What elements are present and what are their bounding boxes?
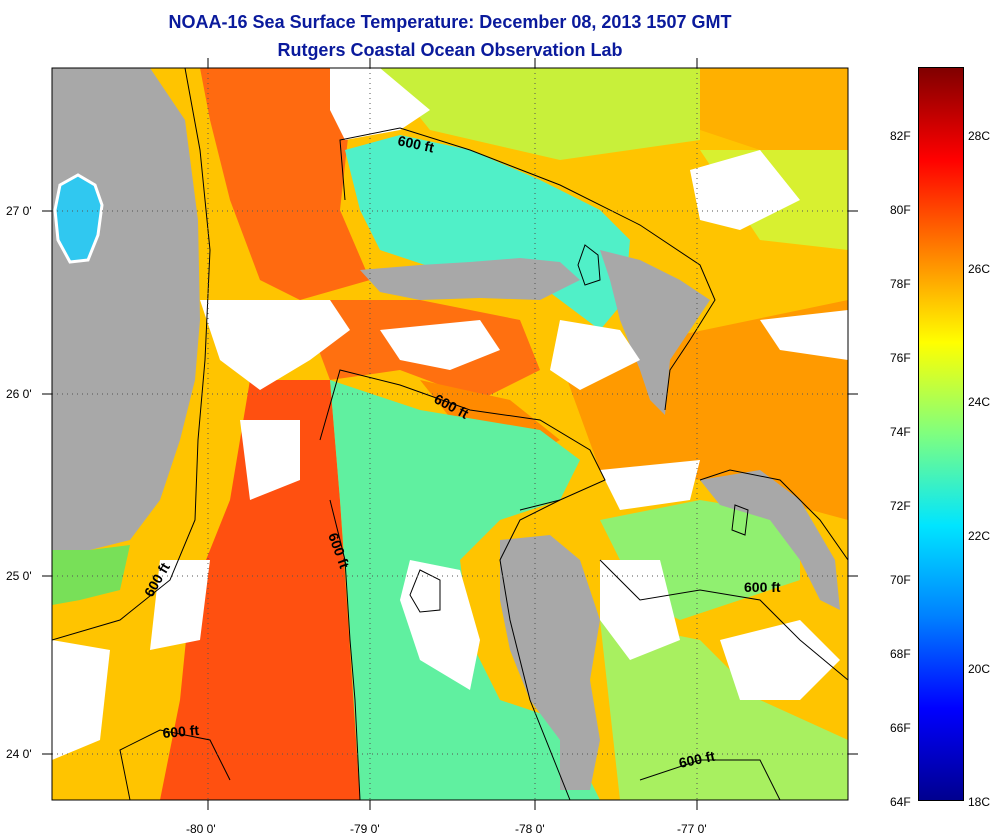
colorbar-f-68: 68F [890, 647, 911, 661]
temperature-colorbar [918, 67, 964, 801]
colorbar-f-78: 78F [890, 277, 911, 291]
colorbar-f-70: 70F [890, 573, 911, 587]
colorbar-c-22: 22C [968, 529, 991, 543]
title-line-1: NOAA-16 Sea Surface Temperature: Decembe… [168, 12, 732, 32]
colorbar-f-66: 66F [890, 721, 911, 735]
colorbar-f-80: 80F [890, 203, 911, 217]
lat-label-24: 24 0' [6, 747, 32, 761]
lake-okeechobee [53, 173, 104, 264]
contour-label-1: 600 ft [396, 132, 435, 155]
bank-southeast [600, 620, 848, 800]
gulf-stream-north [200, 68, 370, 300]
colorbar-f-76: 76F [890, 351, 911, 365]
sea-region-green-north [380, 68, 700, 160]
contour-label-7: 600 ft [677, 748, 716, 771]
abaco-islands [600, 250, 710, 415]
graticule [52, 68, 848, 800]
colorbar-f-64: 64F [890, 795, 911, 809]
andros-island [500, 535, 600, 790]
colorbar-c-20: 20C [968, 662, 991, 676]
colorbar-c-26: 26C [968, 262, 991, 276]
contour-label-5: 600 ft [162, 722, 200, 741]
depth-contours [52, 68, 848, 800]
cloud-cover [52, 68, 848, 760]
axis-ticks [42, 58, 858, 810]
contour-label-6: 600 ft [744, 579, 781, 595]
lat-label-25: 25 0' [6, 569, 32, 583]
map-area: 600 ft 600 ft 600 ft 600 ft 600 ft 600 f… [52, 68, 848, 800]
colorbar-f-72: 72F [890, 499, 911, 513]
colorbar-f-74: 74F [890, 425, 911, 439]
grand-bahama-island [360, 258, 580, 300]
colorbar-c-24: 24C [968, 395, 991, 409]
gulf-stream-south [160, 380, 360, 800]
map-frame [51, 67, 849, 801]
lon-label-79: -79 0' [350, 822, 380, 836]
colorbar-c-18: 18C [968, 795, 991, 809]
lon-label-78: -78 0' [515, 822, 545, 836]
lon-label-80: -80 0' [186, 822, 216, 836]
lat-label-27: 27 0' [6, 204, 32, 218]
colorbar-c-28: 28C [968, 129, 991, 143]
colorbar-f-82: 82F [890, 129, 911, 143]
lon-label-77: -77 0' [677, 822, 707, 836]
lat-label-26: 26 0' [6, 387, 32, 401]
title-line-2: Rutgers Coastal Ocean Observation Lab [277, 40, 623, 60]
everglades [52, 545, 130, 605]
great-bahama-bank [330, 380, 600, 800]
